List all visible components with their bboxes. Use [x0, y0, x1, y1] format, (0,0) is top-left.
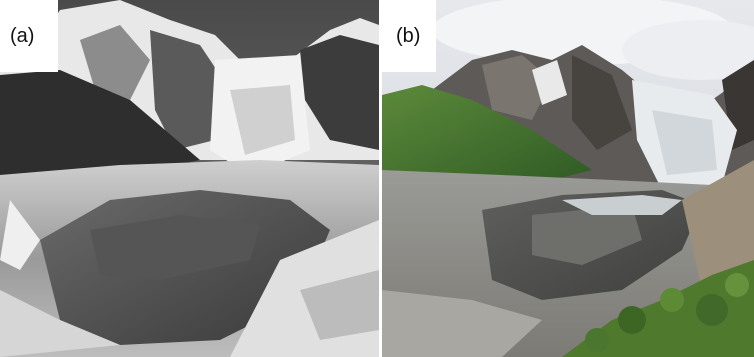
- photo-panel-a: (a): [0, 0, 379, 357]
- panel-label-b: (b): [396, 25, 421, 47]
- panel-label-background: [0, 0, 58, 72]
- photo-panel-b: (b): [382, 0, 754, 357]
- historical-glacier-photo: [0, 0, 379, 357]
- panel-label-a: (a): [10, 25, 35, 47]
- modern-glacier-photo: [382, 0, 754, 357]
- panel-label-background: [382, 0, 436, 72]
